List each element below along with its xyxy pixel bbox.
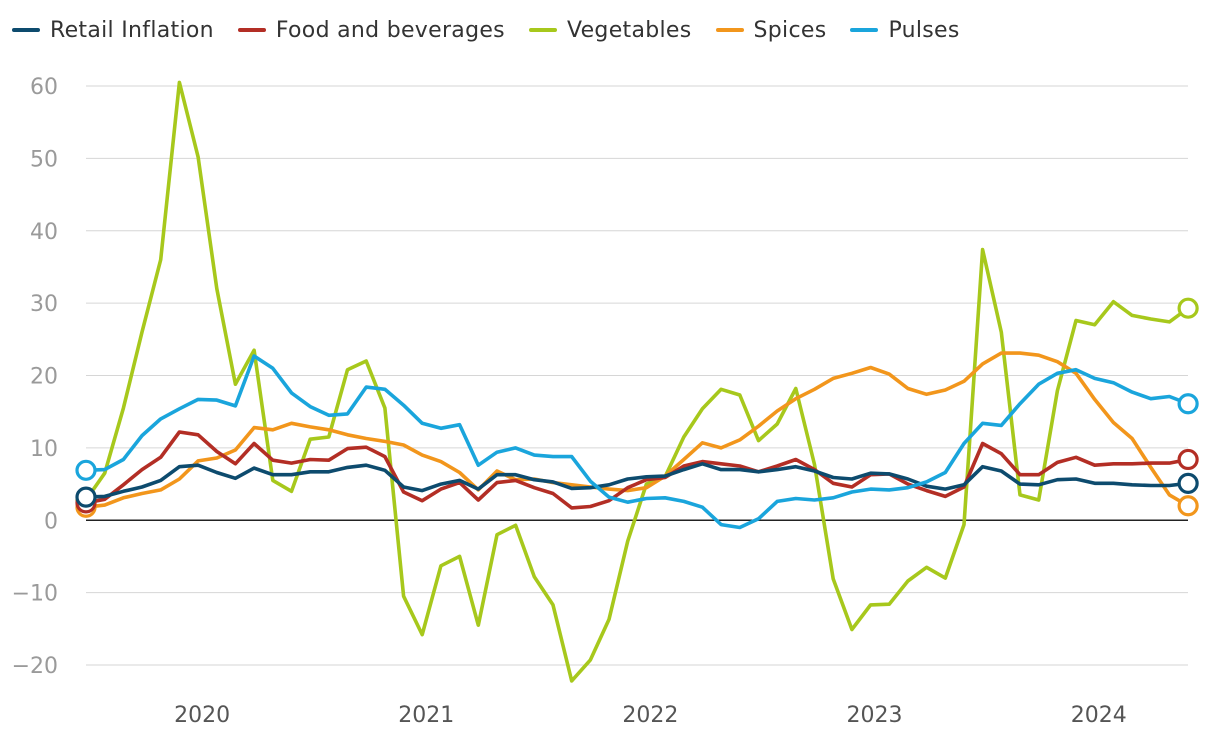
y-tick-label: −20 [12, 654, 58, 679]
x-tick-label: 2022 [622, 703, 678, 728]
legend-item-spices: Spices [715, 17, 827, 43]
end-marker-retail-inflation [1177, 472, 1199, 494]
legend: Retail Inflation Food and beverages Vege… [12, 14, 960, 46]
y-tick-label: 10 [30, 437, 58, 462]
legend-swatch [528, 28, 557, 32]
x-tick-label: 2020 [174, 703, 230, 728]
y-tick-label: 0 [44, 509, 58, 534]
y-tick-label: −10 [12, 582, 58, 607]
end-marker-food-and-beverages [1177, 448, 1199, 471]
x-tick-label: 2021 [398, 703, 454, 728]
legend-item-food-and-beverages: Food and beverages [237, 17, 505, 43]
legend-label: Pulses [888, 17, 960, 43]
y-tick-label: 20 [30, 365, 58, 390]
series-line-pulses [84, 354, 1190, 530]
series-line-retail-inflation [84, 462, 1190, 499]
legend-label: Retail Inflation [50, 17, 214, 43]
end-marker-spices [1177, 495, 1199, 517]
legend-item-pulses: Pulses [850, 18, 959, 43]
start-marker-retail-inflation [75, 486, 97, 508]
series-line-spices [84, 351, 1190, 509]
end-marker-vegetables [1177, 297, 1199, 319]
y-tick-label: 50 [30, 147, 58, 172]
start-marker-pulses [75, 459, 97, 481]
x-tick-label: 2024 [1071, 703, 1127, 728]
series-line-food-and-beverages [84, 430, 1190, 510]
legend-swatch [237, 28, 266, 32]
legend-swatch [715, 28, 744, 32]
legend-item-vegetables: Vegetables [528, 17, 692, 43]
x-tick-label: 2023 [847, 703, 903, 728]
legend-swatch [12, 28, 40, 32]
legend-label: Spices [753, 17, 827, 43]
series-line-vegetables [84, 80, 1190, 683]
legend-swatch [850, 28, 879, 32]
end-marker-pulses [1177, 393, 1199, 415]
legend-item-retail-inflation: Retail Inflation [12, 18, 214, 43]
legend-label: Food and beverages [275, 17, 505, 43]
y-tick-label: 40 [30, 220, 58, 245]
y-tick-label: 30 [30, 292, 58, 317]
legend-label: Vegetables [566, 17, 692, 43]
y-tick-label: 60 [30, 75, 58, 100]
